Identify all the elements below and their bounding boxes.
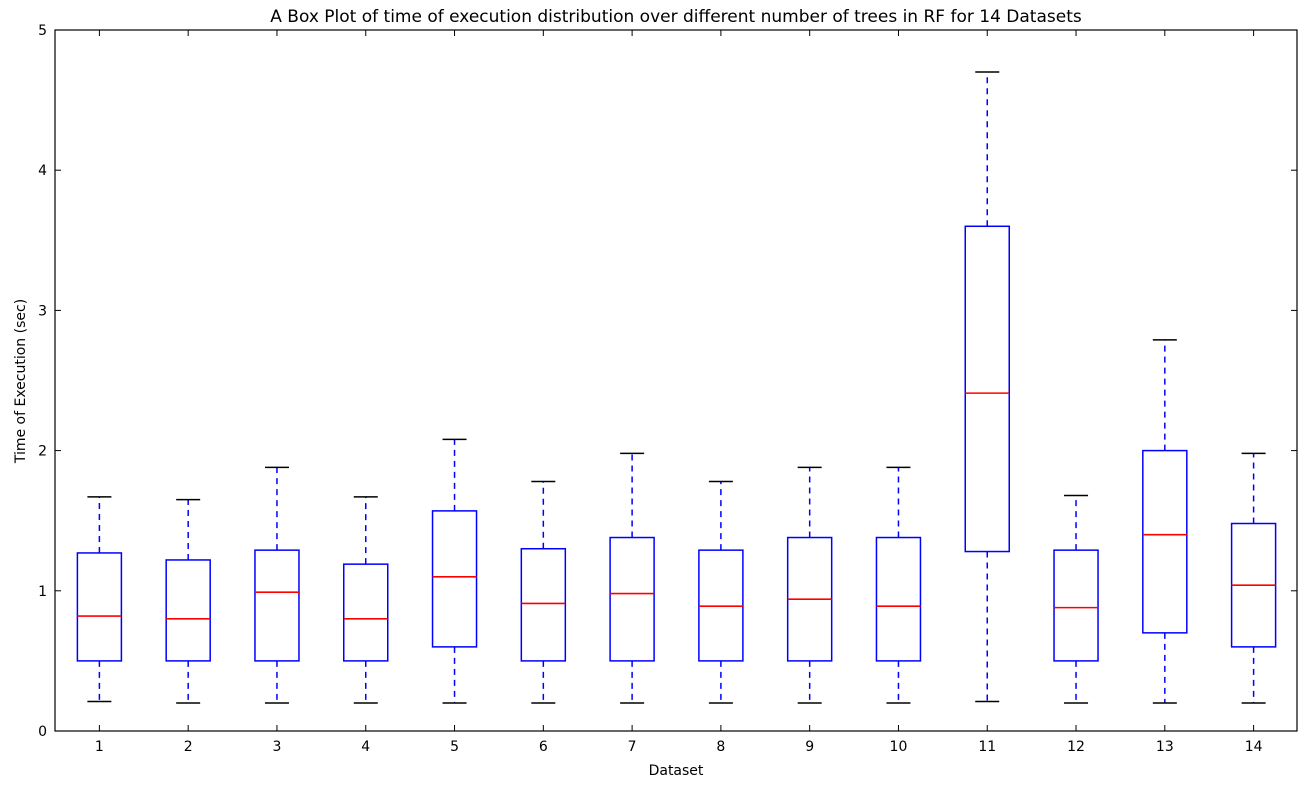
x-tick-label: 14 [1245,739,1263,755]
y-tick-label: 3 [38,303,47,319]
x-tick-label: 4 [361,739,370,755]
x-tick-label: 8 [716,739,725,755]
box-iqr [609,536,655,662]
box-iqr [1053,549,1099,662]
x-tick-label: 13 [1156,739,1174,755]
x-tick-label: 6 [539,739,548,755]
x-tick-label: 7 [628,739,637,755]
x-tick-label: 1 [95,739,104,755]
box-iqr [1142,449,1188,634]
box-iqr [520,547,567,662]
y-axis-label: Time of Execution (sec) [13,299,29,464]
y-tick-label: 1 [38,584,47,600]
box-iqr [76,552,123,662]
axes-frame [54,29,1298,732]
chart-title: A Box Plot of time of execution distribu… [270,7,1082,27]
y-tick-label: 0 [38,724,47,740]
y-tick-label: 2 [38,444,47,460]
x-axis-label: Dataset [649,763,704,779]
x-tick-label: 9 [805,739,814,755]
x-tick-label: 3 [273,739,282,755]
x-tick-label: 2 [184,739,193,755]
box-iqr [165,559,211,662]
box-iqr [964,225,1010,553]
x-tick-label: 11 [978,739,996,755]
x-tick-label: 5 [450,739,459,755]
y-tick-label: 5 [38,23,47,39]
box-iqr [254,549,300,662]
box-iqr [343,563,389,662]
box-iqr [431,510,478,648]
box-iqr [875,536,922,662]
y-tick-label: 4 [38,163,47,179]
x-tick-label: 10 [890,739,908,755]
x-tick-label: 12 [1067,739,1085,755]
